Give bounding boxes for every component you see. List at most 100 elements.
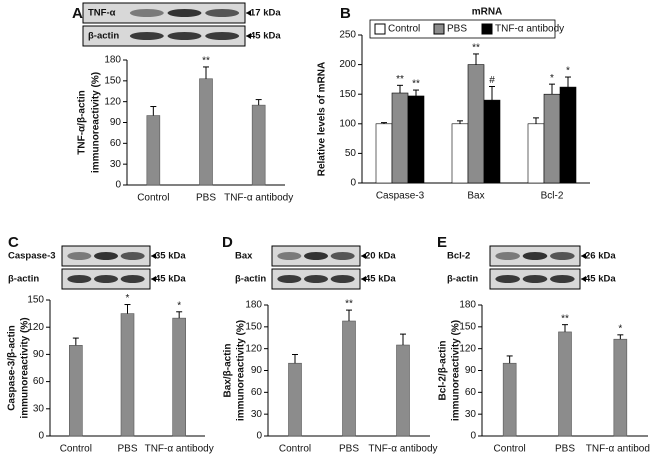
legend-label: Control xyxy=(388,24,420,35)
y-axis-label: Bcl-2/β-actin xyxy=(438,340,449,400)
blot-size: 45 kDa xyxy=(365,274,396,285)
blot-band xyxy=(67,252,92,260)
blot-arrowhead xyxy=(361,253,366,259)
blot-arrowhead xyxy=(581,276,586,282)
blot-band xyxy=(495,275,520,283)
bar xyxy=(199,78,213,186)
x-tick-label: TNF-α antibody xyxy=(586,444,650,455)
y-tick-label: 0 xyxy=(38,431,44,442)
significance-mark: * xyxy=(177,300,181,311)
y-tick-label: 150 xyxy=(27,295,44,306)
blot-label: β-actin xyxy=(235,274,266,285)
significance-mark: ** xyxy=(202,56,210,67)
blot-band xyxy=(550,275,575,283)
y-tick-label: 180 xyxy=(245,300,262,311)
y-axis-label: immunoreactivity (%) xyxy=(451,320,462,421)
y-tick-label: 150 xyxy=(104,75,121,86)
x-tick-label: Bax xyxy=(467,191,484,202)
blot-band xyxy=(94,252,118,260)
x-tick-label: PBS xyxy=(555,444,575,455)
x-tick-label: Control xyxy=(60,444,92,455)
bar xyxy=(558,331,572,437)
bar xyxy=(543,93,561,184)
blot-band xyxy=(330,252,355,260)
y-tick-label: 90 xyxy=(251,365,263,376)
blot-band xyxy=(522,252,548,260)
bar xyxy=(467,64,485,184)
blot-band xyxy=(330,275,355,283)
x-tick-label: TNF-α antibody xyxy=(224,193,293,204)
blot-band xyxy=(304,252,328,260)
y-tick-label: 60 xyxy=(33,376,45,387)
bar xyxy=(120,313,135,437)
x-tick-label: TNF-α antibody xyxy=(368,444,437,455)
y-tick-label: 0 xyxy=(350,178,356,189)
panel-letter: E xyxy=(437,234,447,251)
bar xyxy=(375,123,393,184)
significance-mark: * xyxy=(550,73,554,84)
blot-label: β-actin xyxy=(8,274,39,285)
x-tick-label: Control xyxy=(494,444,526,455)
bar xyxy=(342,320,356,437)
x-tick-label: Bcl-2 xyxy=(541,191,564,202)
bar xyxy=(172,317,186,437)
blot-image xyxy=(82,25,246,47)
blot-band xyxy=(67,275,92,283)
blot-band xyxy=(129,32,164,40)
y-axis-label: TNF-α/β-actin xyxy=(77,90,88,154)
blot-label: β-actin xyxy=(88,31,119,42)
blot-arrowhead xyxy=(151,253,156,259)
y-tick-label: 200 xyxy=(339,59,356,70)
x-tick-label: PBS xyxy=(339,444,359,455)
significance-mark: * xyxy=(566,66,570,77)
blot-size: 45 kDa xyxy=(585,274,616,285)
significance-mark: * xyxy=(126,293,130,304)
legend-box xyxy=(369,19,556,39)
y-tick-label: 150 xyxy=(459,321,476,332)
blot-band xyxy=(277,275,302,283)
x-tick-label: Control xyxy=(279,444,311,455)
bar xyxy=(69,345,83,437)
y-axis-label: Caspase-3/β-actin xyxy=(7,325,18,411)
blot-arrowhead xyxy=(151,276,156,282)
chart-title: mRNA xyxy=(472,7,503,18)
blot-label: Bcl-2 xyxy=(447,251,470,262)
y-tick-label: 60 xyxy=(465,387,477,398)
legend-swatch xyxy=(433,23,445,35)
y-tick-label: 100 xyxy=(339,118,356,129)
blot-band xyxy=(495,252,520,260)
blot-arrowhead xyxy=(246,10,251,16)
blot-band xyxy=(94,275,118,283)
blot-band xyxy=(522,275,548,283)
bar xyxy=(559,86,577,184)
blot-band xyxy=(167,9,202,17)
bar xyxy=(251,104,266,186)
blot-size: 45 kDa xyxy=(250,31,281,42)
blot-band xyxy=(167,32,202,40)
blot-label: Caspase-3 xyxy=(8,251,56,262)
y-tick-label: 120 xyxy=(459,343,476,354)
y-axis-label: immunoreactivity (%) xyxy=(236,320,247,421)
blot-band xyxy=(120,252,145,260)
y-tick-label: 180 xyxy=(459,300,476,311)
blot-size: 17 kDa xyxy=(250,8,281,19)
y-tick-label: 90 xyxy=(110,117,122,128)
y-tick-label: 150 xyxy=(339,89,356,100)
blot-arrowhead xyxy=(361,276,366,282)
blot-size: 26 kDa xyxy=(585,251,616,262)
y-axis-label: Bax/β-actin xyxy=(223,344,234,398)
panel-letter: C xyxy=(8,234,19,251)
blot-label: Bax xyxy=(235,251,253,262)
x-tick-label: Caspase-3 xyxy=(376,191,425,202)
significance-mark: ** xyxy=(412,79,420,90)
bar xyxy=(613,338,628,437)
y-tick-label: 30 xyxy=(110,159,122,170)
legend-label: PBS xyxy=(447,24,467,35)
legend-label: TNF-α antibody xyxy=(495,24,564,35)
y-tick-label: 30 xyxy=(465,409,477,420)
blot-band xyxy=(205,9,240,17)
blot-band xyxy=(277,252,302,260)
blot-label: TNF-α xyxy=(88,8,116,19)
y-tick-label: 180 xyxy=(104,55,121,66)
y-axis-label: immunoreactivity (%) xyxy=(20,317,31,418)
